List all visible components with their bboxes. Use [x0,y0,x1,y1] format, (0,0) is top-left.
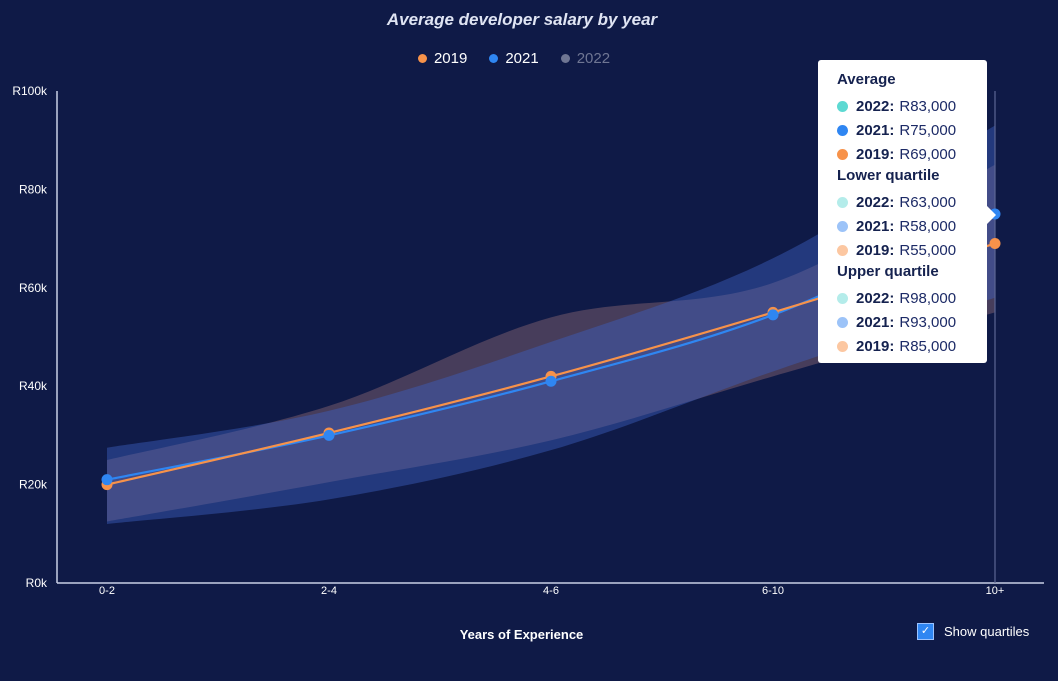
show-quartiles-label: Show quartiles [944,624,1030,639]
x-axis-title: Years of Experience [459,627,584,642]
data-tooltip: Average 2022: R83,000 2021: R75,000 2019: R69,… [818,60,996,363]
tooltip-marker [837,316,848,328]
legend-marker-2019 [417,54,427,63]
legend-item-2022[interactable]: 2022 [560,50,611,67]
tooltip-row: 2021: R93,000 [837,310,987,334]
tooltip-row: 2022: R98,000 [837,286,987,310]
tooltip-value: R69,000 [899,145,957,163]
tooltip-heading: Average [837,71,896,88]
y-tick-label: R40k [19,379,48,393]
y-tick-label: R20k [19,478,48,492]
tooltip-row: 2019: R69,000 [837,142,987,166]
tooltip-year: 2019: [856,337,895,355]
tooltip-row: 2022: R83,000 [837,94,987,118]
tooltip-row: 2019: R85,000 [837,334,987,358]
chart-title: Average developer salary by year [386,10,658,29]
legend-label-2021: 2021 [505,50,539,67]
y-tick-label: R0k [26,576,48,590]
tooltip-value: R75,000 [899,121,957,139]
tooltip-marker [837,220,848,232]
y-tick-label: R100k [12,84,48,98]
show-quartiles-toggle[interactable]: ✓ Show quartiles [917,623,1029,640]
tooltip-year: 2019: [856,145,895,163]
tooltip-value: R63,000 [899,193,957,211]
chart-legend: 2019 2021 2022 [0,50,1028,67]
tooltip-value: R55,000 [899,241,957,259]
data-point-2021 [767,309,779,321]
tooltip-row: 2021: R75,000 [837,118,987,142]
tooltip-marker [837,100,848,112]
tooltip-year: 2021: [856,217,895,235]
legend-item-2021[interactable]: 2021 [489,50,539,67]
tooltip-row: 2019: R55,000 [837,238,987,262]
tooltip-year: 2019: [856,241,895,259]
legend-label-2022: 2022 [576,50,611,67]
tooltip-marker [837,148,848,160]
x-tick-label: 0-2 [99,585,115,597]
tooltip-year: 2021: [856,121,895,139]
data-point-2021 [101,474,113,486]
tooltip-marker [837,196,848,208]
tooltip-year: 2022: [856,289,895,307]
x-tick-label: 6-10 [762,585,784,597]
tooltip-value: R58,000 [899,217,957,235]
x-tick-label: 4-6 [543,585,559,597]
tooltip-heading: Lower quartile [837,167,940,184]
quartile-band-2021 [107,125,995,524]
tooltip-year: 2022: [856,193,895,211]
legend-label-2019: 2019 [433,50,468,67]
tooltip-marker [837,124,848,136]
x-tick-label: 10+ [986,585,1005,597]
tooltip-marker [837,244,848,256]
show-quartiles-checkbox[interactable]: ✓ [917,623,934,640]
checkmark-icon: ✓ [920,625,931,637]
data-point-2021 [545,375,557,387]
tooltip-value: R98,000 [899,289,957,307]
tooltip-marker [837,292,848,304]
data-point-2019 [989,238,1001,250]
tooltip-value: R85,000 [899,337,957,355]
tooltip-value: R93,000 [899,313,957,331]
tooltip-row: 2022: R63,000 [837,190,987,214]
y-tick-label: R60k [19,281,48,295]
y-tick-label: R80k [19,182,48,196]
data-point-2021 [323,429,335,441]
tooltip-year: 2022: [856,97,895,115]
legend-marker-2022 [560,54,570,63]
tooltip-marker [837,340,848,352]
tooltip-row: 2021: R58,000 [837,214,987,238]
x-tick-label: 2-4 [321,585,337,597]
legend-item-2019[interactable]: 2019 [417,50,468,67]
tooltip-heading: Upper quartile [837,263,939,280]
tooltip-value: R83,000 [899,97,957,115]
tooltip-year: 2021: [856,313,895,331]
legend-marker-2021 [489,54,499,63]
